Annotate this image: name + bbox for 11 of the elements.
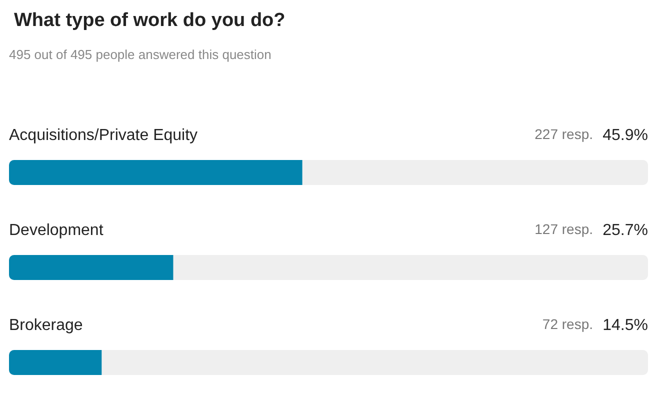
annotation: 72 resp. <box>542 316 593 332</box>
annotation: 227 resp. <box>534 126 593 142</box>
y-tick-label: Brokerage <box>9 317 83 334</box>
data-label: 25.7% <box>602 222 648 239</box>
chart-title: What type of work do you do? <box>14 10 286 31</box>
chart-subtitle: 495 out of 495 people answered this question <box>9 47 272 62</box>
y-tick-label: Acquisitions/Private Equity <box>9 127 198 144</box>
data-label: 45.9% <box>602 127 648 144</box>
annotation: 127 resp. <box>534 221 593 237</box>
y-tick-label: Development <box>9 222 104 239</box>
data-label: 14.5% <box>602 317 648 334</box>
